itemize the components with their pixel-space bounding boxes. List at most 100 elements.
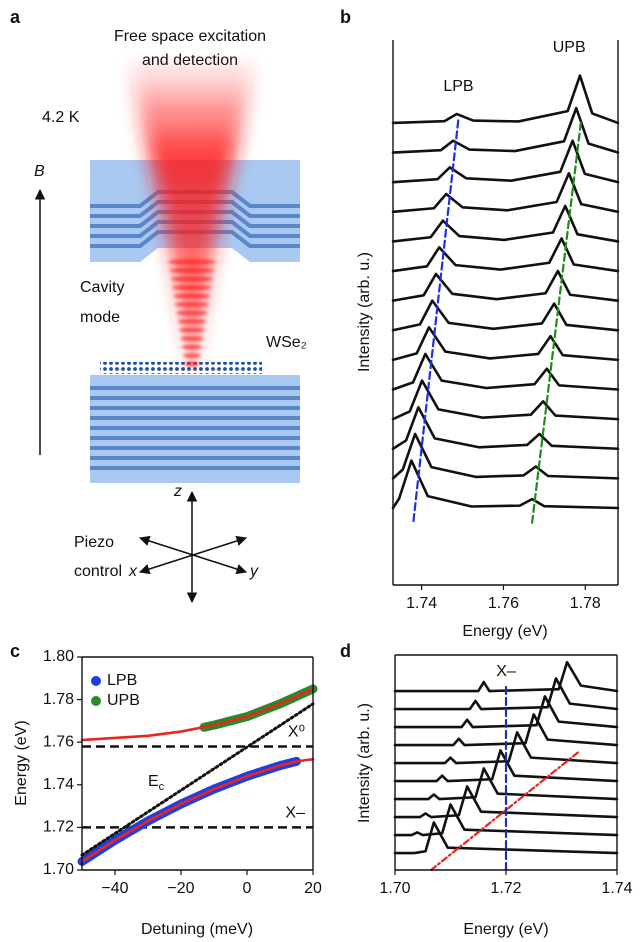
wave-fringe — [180, 335, 204, 342]
spectrum — [393, 695, 619, 729]
y-tick-label: 1.76 — [43, 733, 74, 750]
spectrum — [391, 299, 620, 332]
legend-marker — [91, 676, 101, 686]
legend-marker — [91, 696, 101, 706]
material-label: WSe₂ — [266, 334, 307, 351]
x-tick-label: 1.74 — [406, 595, 437, 612]
panel: d Energy (eV) Intensity (arb. u.) 1.70 1.72 1… — [340, 641, 633, 938]
x-tick-label: −20 — [167, 880, 194, 897]
spectrum — [391, 139, 620, 184]
y-tick-label: 1.72 — [43, 819, 74, 836]
wave-fringe — [170, 276, 214, 282]
axis-arrow — [139, 535, 247, 575]
label-sub: c — [159, 781, 165, 793]
spectrum — [393, 713, 619, 747]
x-tick-label: 1.76 — [488, 595, 519, 612]
cavity-label: Cavity — [80, 279, 124, 296]
temperature-label: 4.2 K — [42, 109, 80, 126]
y-axis-label: Intensity (arb. u.) — [356, 252, 373, 372]
spectrum — [391, 237, 620, 273]
axis-label: y — [249, 563, 259, 580]
label-base: E — [148, 773, 159, 790]
x-axis-label: Detuning (meV) — [141, 921, 253, 938]
guide-label: X– — [496, 663, 516, 680]
wave-fringe — [173, 293, 211, 299]
panel-letter: c — [10, 641, 20, 661]
wave-fringe — [179, 327, 205, 333]
guide-line — [429, 751, 580, 872]
y-tick-label: 1.78 — [43, 691, 74, 708]
spectrum — [393, 677, 619, 711]
x-tick-label: −40 — [101, 880, 128, 897]
spectrum — [393, 821, 619, 855]
x-tick-label: 1.78 — [570, 595, 601, 612]
spectrum — [393, 785, 619, 819]
spectrum — [393, 767, 619, 801]
panel-letter: b — [340, 7, 351, 27]
y-axis-label: Intensity (arb. u.) — [356, 703, 373, 823]
charts: b Energy (eV) Intensity (arb. u.) 1.74 1.76 1… — [10, 7, 633, 938]
wave-fringe — [175, 301, 209, 308]
line-label: Ec — [148, 773, 165, 793]
cavity-label: mode — [80, 309, 120, 326]
wave-fringe — [169, 267, 215, 274]
spectrum — [393, 731, 619, 765]
spectrum — [391, 379, 620, 421]
spectrum — [80, 757, 315, 863]
x-tick-label: 1.74 — [601, 880, 632, 897]
guide-label: LPB — [443, 78, 473, 95]
x-tick-label: 0 — [243, 880, 252, 897]
spectrum — [391, 106, 620, 154]
y-tick-label: 1.80 — [43, 648, 74, 665]
wave-fringe — [168, 259, 216, 265]
x-tick-label: 1.72 — [490, 880, 521, 897]
x-axis-label: Energy (eV) — [462, 623, 547, 640]
guide-label: UPB — [553, 39, 586, 56]
wave-fringe — [176, 310, 208, 316]
spectrum — [391, 459, 620, 510]
wave-fringe — [183, 352, 201, 359]
reference-label: X– — [285, 805, 305, 822]
wave-fringe — [177, 318, 207, 325]
data-band — [77, 756, 301, 866]
x-tick-label: 1.70 — [379, 880, 410, 897]
x-axis-label: Energy (eV) — [463, 921, 548, 938]
reference-label: X⁰ — [288, 724, 305, 741]
spectrum — [391, 405, 620, 451]
legend-label: LPB — [107, 672, 137, 689]
spectrum — [391, 432, 620, 480]
panel: b Energy (eV) Intensity (arb. u.) 1.74 1.76 1… — [340, 7, 620, 640]
guide-line — [530, 118, 583, 524]
spectrum — [391, 326, 620, 362]
wave-fringe — [182, 344, 202, 350]
spectrum — [391, 204, 620, 243]
y-axis-label: Energy (eV) — [13, 720, 30, 805]
diagram-title: Free space excitation — [114, 28, 266, 45]
bottom-mirror-stripes — [90, 386, 300, 470]
guide-line — [412, 117, 460, 523]
spectrum — [393, 803, 619, 837]
piezo-label: control — [74, 563, 122, 580]
piezo-label: Piezo — [74, 534, 114, 551]
panel-letter: a — [10, 7, 21, 27]
spectrum — [391, 74, 620, 125]
y-tick-label: 1.74 — [43, 776, 74, 793]
y-tick-label: 1.70 — [43, 861, 74, 878]
axis-label: z — [173, 483, 182, 500]
x-tick-label: 20 — [304, 880, 322, 897]
panel: c Detuning (meV) Energy (eV) −40 −20 0 20 1.70 1… — [10, 641, 322, 938]
standing-wave — [168, 259, 216, 367]
wave-fringe — [172, 284, 212, 291]
spectrum — [393, 749, 619, 783]
spectrum — [391, 352, 620, 391]
spectrum — [393, 660, 619, 693]
wse2-layer — [100, 362, 262, 374]
axis-label: x — [128, 563, 138, 580]
legend-label: UPB — [107, 692, 140, 709]
data-band — [199, 684, 318, 732]
panel-letter: d — [340, 641, 351, 661]
wave-fringe — [184, 361, 200, 367]
field-label: B — [34, 163, 45, 180]
